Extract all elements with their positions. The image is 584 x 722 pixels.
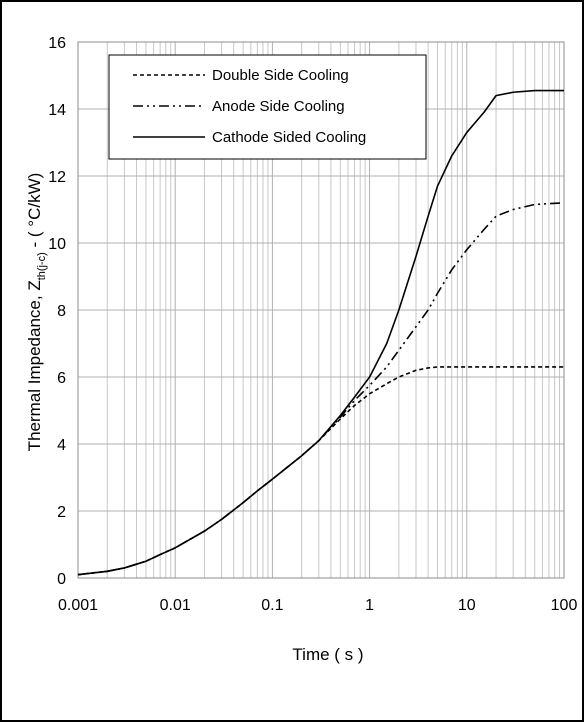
- legend-label-2: Anode Side Cooling: [212, 98, 345, 115]
- y-axis-title: Thermal Impedance, Zth(j-c) - ( °C/kW): [25, 173, 48, 452]
- y-axis-title-subscript: th(j-c): [36, 252, 48, 280]
- legend: Double Side Cooling Anode Side Cooling Cat…: [108, 54, 427, 160]
- y-tick-label: 0: [57, 571, 66, 588]
- plot-area-border: [77, 41, 565, 579]
- x-tick-label: 0.01: [160, 597, 191, 614]
- y-tick-label: 12: [48, 169, 66, 186]
- legend-label-3: Cathode Sided Cooling: [212, 129, 366, 146]
- series-line-2: [77, 202, 565, 576]
- x-tick-label: 10: [458, 597, 476, 614]
- x-axis-tick-labels: 0.001 0.01 0.1 1 10 100: [58, 597, 577, 614]
- legend-box: [108, 54, 427, 160]
- y-tick-label: 10: [48, 236, 66, 253]
- series-line-1: [77, 366, 564, 576]
- x-tick-label: 0.001: [58, 597, 98, 614]
- y-tick-label: 6: [57, 370, 66, 387]
- x-tick-label: 1: [365, 597, 374, 614]
- y-axis-tick-labels: 0 2 4 6 8 10 12 14 16: [48, 35, 66, 588]
- y-axis-title-suffix: - ( °C/kW): [25, 173, 44, 253]
- series-lines: [77, 89, 565, 576]
- y-tick-label: 2: [57, 504, 66, 521]
- y-tick-label: 16: [48, 35, 66, 52]
- y-tick-label: 4: [57, 437, 66, 454]
- y-tick-label: 8: [57, 303, 66, 320]
- y-axis-title-main: Thermal Impedance, Z: [25, 280, 44, 451]
- x-tick-label: 100: [551, 597, 578, 614]
- legend-label-1: Double Side Cooling: [212, 67, 349, 84]
- y-tick-label: 14: [48, 102, 66, 119]
- x-axis-title: Time ( s ): [292, 645, 363, 664]
- x-tick-label: 0.1: [261, 597, 283, 614]
- series-line-3: [77, 89, 564, 576]
- plot-border: [77, 41, 565, 579]
